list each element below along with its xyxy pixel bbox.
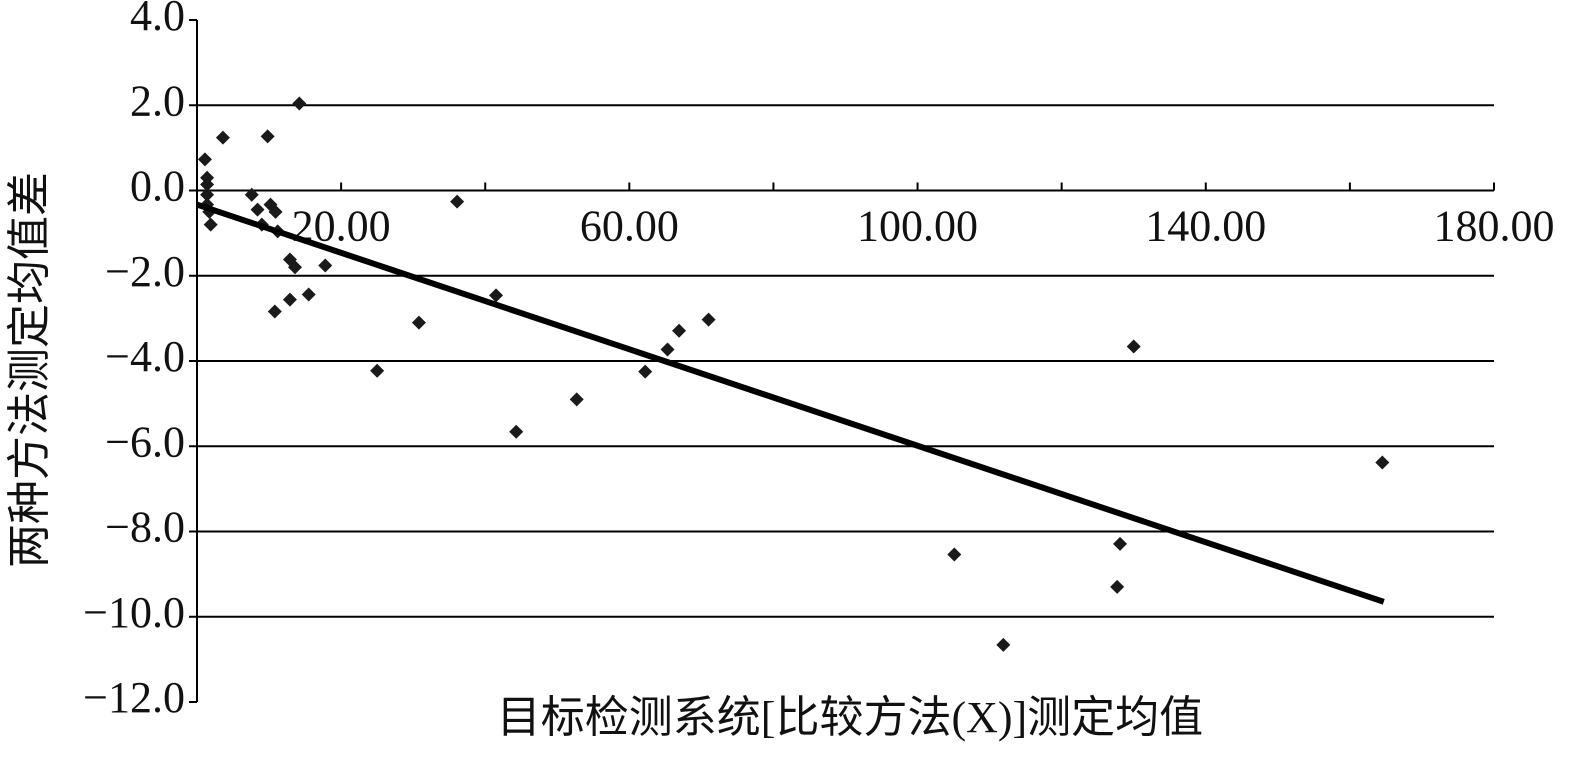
point: [660, 342, 675, 357]
y-tick-label: −12.0: [83, 673, 185, 722]
point: [267, 304, 282, 319]
point: [996, 637, 1011, 652]
trend-line: [196, 201, 1385, 605]
point: [268, 204, 283, 219]
y-tick-label: −8.0: [105, 503, 185, 552]
point: [370, 363, 385, 378]
x-tick-label: 140.00: [1145, 202, 1266, 251]
point: [200, 187, 215, 202]
point: [1113, 536, 1128, 551]
point: [1375, 455, 1390, 470]
y-tick-label: −10.0: [83, 588, 185, 637]
point: [509, 424, 524, 439]
x-axis-label: 目标检测系统[比较方法(X)]测定均值: [497, 693, 1203, 742]
y-axis-label: 两种方法测定均值差: [5, 172, 54, 568]
point: [1110, 579, 1125, 594]
point: [200, 177, 215, 192]
point: [260, 129, 275, 144]
y-tick-label: 0.0: [130, 162, 185, 211]
point: [282, 292, 297, 307]
y-tick-label: 4.0: [130, 0, 185, 40]
point: [292, 96, 307, 111]
point: [450, 194, 465, 209]
x-tick-label: 60.00: [580, 202, 679, 251]
point: [203, 217, 218, 232]
point: [569, 392, 584, 407]
x-tick-label: 180.00: [1434, 202, 1555, 251]
point: [489, 288, 504, 303]
point: [701, 312, 716, 327]
point: [947, 547, 962, 562]
y-tick-label: −6.0: [105, 417, 185, 466]
point: [411, 315, 426, 330]
point: [672, 323, 687, 338]
x-tick-label: 100.00: [857, 202, 978, 251]
point: [1126, 339, 1141, 354]
point: [215, 130, 230, 145]
point: [318, 258, 333, 273]
point: [244, 187, 259, 202]
point: [638, 364, 653, 379]
point: [287, 260, 302, 275]
point: [197, 152, 212, 167]
y-tick-label: −4.0: [105, 332, 185, 381]
point: [301, 287, 316, 302]
y-tick-label: −2.0: [105, 247, 185, 296]
point: [250, 202, 265, 217]
y-tick-label: 2.0: [130, 76, 185, 125]
